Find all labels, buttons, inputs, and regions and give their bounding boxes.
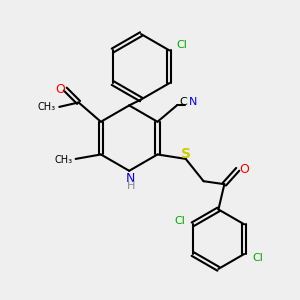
Text: S: S — [181, 147, 191, 160]
Text: O: O — [55, 82, 65, 96]
Text: N: N — [189, 98, 197, 107]
Text: O: O — [239, 163, 249, 176]
Text: N: N — [126, 172, 135, 185]
Text: H: H — [127, 181, 135, 191]
Text: Cl: Cl — [176, 40, 187, 50]
Text: Cl: Cl — [252, 253, 263, 262]
Text: CH₃: CH₃ — [54, 155, 72, 165]
Text: C: C — [179, 98, 187, 107]
Text: Cl: Cl — [174, 216, 185, 226]
Text: CH₃: CH₃ — [38, 102, 56, 112]
